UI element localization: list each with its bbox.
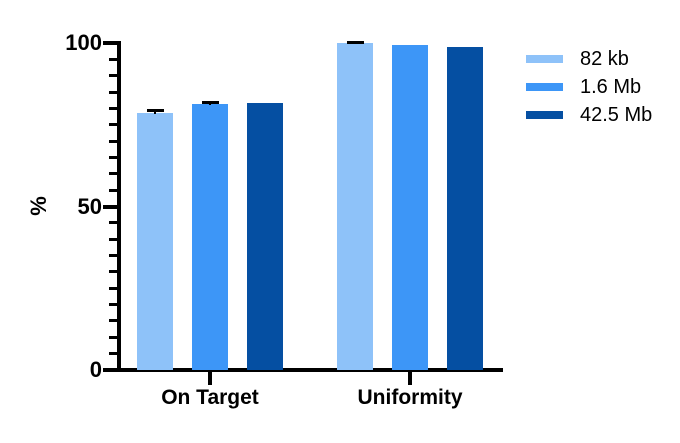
y-axis-line	[117, 41, 121, 372]
y-minor-tick	[109, 155, 117, 159]
y-major-tick	[103, 368, 117, 372]
error-bar-stem	[154, 110, 156, 115]
legend-label: 42.5 Mb	[580, 103, 653, 126]
y-minor-tick	[109, 303, 117, 307]
bar-1-6-mb-on-target	[192, 104, 228, 370]
y-minor-tick	[109, 90, 117, 94]
legend-swatch-icon	[526, 111, 563, 119]
x-category-label: Uniformity	[357, 386, 463, 409]
y-tick-label: 100	[65, 30, 102, 55]
x-category-label: On Target	[161, 386, 259, 409]
bar-82-kb-uniformity	[337, 43, 373, 370]
y-minor-tick	[109, 172, 117, 176]
bar-42-5-mb-uniformity	[447, 46, 483, 370]
y-tick-label: 50	[77, 193, 102, 219]
y-minor-tick	[109, 57, 117, 61]
y-minor-tick	[109, 254, 117, 258]
bar-42-5-mb-on-target	[247, 102, 283, 370]
legend-label: 82 kb	[580, 47, 629, 70]
x-category-tick	[208, 372, 212, 385]
x-axis-line	[117, 368, 503, 372]
legend-row: 82 kb	[526, 45, 652, 73]
y-minor-tick	[109, 188, 117, 192]
y-major-tick	[103, 204, 117, 209]
y-minor-tick	[109, 106, 117, 110]
bar-1-6-mb-uniformity	[392, 45, 428, 370]
y-minor-tick	[109, 352, 117, 356]
bar-82-kb-on-target	[137, 113, 173, 370]
x-category-tick	[408, 372, 412, 385]
error-bar-cap	[346, 40, 364, 44]
y-major-tick	[103, 41, 117, 45]
y-minor-tick	[109, 335, 117, 339]
y-tick-label: 0	[89, 357, 102, 382]
error-bar-cap	[146, 109, 164, 113]
legend-swatch-icon	[526, 83, 563, 91]
y-minor-tick	[109, 319, 117, 323]
legend-swatch-icon	[526, 55, 563, 63]
legend-row: 42.5 Mb	[526, 101, 652, 129]
legend-row: 1.6 Mb	[526, 73, 652, 101]
y-minor-tick	[109, 221, 117, 225]
legend: 82 kb 1.6 Mb 42.5 Mb	[526, 45, 652, 129]
y-minor-tick	[109, 74, 117, 78]
y-minor-tick	[109, 123, 117, 127]
y-minor-tick	[109, 286, 117, 290]
y-minor-tick	[109, 237, 117, 241]
y-minor-tick	[109, 270, 117, 274]
error-bar-cap	[201, 101, 219, 104]
legend-label: 1.6 Mb	[580, 75, 642, 98]
y-minor-tick	[109, 139, 117, 143]
